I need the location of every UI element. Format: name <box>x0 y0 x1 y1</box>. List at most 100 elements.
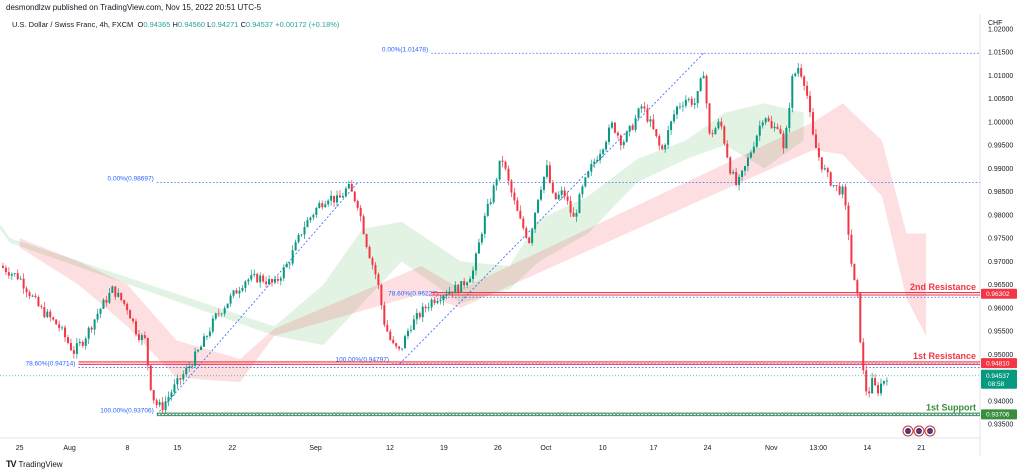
x-tick-label: Sep <box>309 445 322 452</box>
candle-body <box>259 275 262 283</box>
candle-body <box>445 294 448 296</box>
candle-body <box>708 103 711 134</box>
candle-body <box>448 291 451 295</box>
candle-body <box>350 183 353 192</box>
candle-body <box>279 278 282 281</box>
candle-body <box>829 172 832 186</box>
high-value: 0.94560 <box>177 20 206 29</box>
candle-body <box>10 273 13 276</box>
candle-body <box>93 319 96 330</box>
candle-body <box>418 313 421 318</box>
candle-body <box>540 189 543 200</box>
candle-body <box>359 207 362 217</box>
candle-body <box>749 152 752 158</box>
fibonacci-levels: 0.00%(1.01478) 0.00%(0.98697) 78.60%(0.947… <box>26 46 980 415</box>
y-tick-label: 0.96500 <box>988 282 1013 289</box>
candle-body <box>590 164 593 172</box>
candle-body <box>7 272 10 276</box>
candle-body <box>498 160 501 180</box>
candle-body <box>853 263 856 281</box>
candle-body <box>427 307 430 309</box>
candle-body <box>383 305 386 325</box>
candle-body <box>690 98 693 105</box>
x-tick-label: 22 <box>228 445 236 452</box>
candle-body <box>631 125 634 130</box>
x-tick-label: 8 <box>125 445 129 452</box>
candle-body <box>729 157 732 174</box>
candle-body <box>409 329 412 331</box>
candle-body <box>415 313 418 320</box>
candle-body <box>578 194 581 214</box>
tradingview-logo[interactable]: TV TradingView <box>6 459 63 469</box>
candle-body <box>129 310 132 319</box>
level-price-tag-text: 0.94810 <box>986 360 1010 367</box>
candle-body <box>52 317 55 320</box>
candle-body <box>569 200 572 213</box>
candle-body <box>49 311 52 318</box>
symbol-legend[interactable]: U.S. Dollar / Swiss Franc, 4h, FXCM O0.9… <box>12 20 339 29</box>
candle-body <box>256 273 259 283</box>
candle-body <box>681 105 684 107</box>
candle-body <box>602 149 605 154</box>
candle-body <box>752 146 755 153</box>
candle-body <box>770 121 773 129</box>
candle-body <box>134 321 137 335</box>
candle-body <box>738 176 741 185</box>
candle-body <box>146 337 149 366</box>
candle-body <box>696 91 699 104</box>
candle-body <box>534 212 537 230</box>
candle-body <box>477 242 480 254</box>
candle-body <box>634 118 637 130</box>
candle-body <box>436 301 439 303</box>
candle-body <box>551 182 554 193</box>
candle-body <box>575 213 578 217</box>
candle-body <box>126 303 129 311</box>
candle-body <box>69 342 72 351</box>
candle-body <box>522 218 525 229</box>
candle-body <box>726 143 729 158</box>
candle-body <box>596 159 599 162</box>
economic-events[interactable] <box>902 425 936 437</box>
candle-body <box>513 192 516 201</box>
level-price-tag <box>981 409 1017 420</box>
candle-body <box>191 365 194 367</box>
candle-body <box>55 319 58 325</box>
candle-body <box>673 114 676 122</box>
candle-body <box>64 327 67 338</box>
candle-body <box>608 127 611 142</box>
candle-body <box>882 380 885 384</box>
candle-body <box>66 337 69 343</box>
candle-body <box>312 214 315 218</box>
candle-body <box>451 291 454 294</box>
candle-body <box>241 288 244 291</box>
candle-body <box>495 179 498 186</box>
candle-body <box>288 263 291 265</box>
candle-body <box>253 273 256 275</box>
x-tick-label: 15 <box>173 445 181 452</box>
candle-body <box>516 200 519 211</box>
price-axis[interactable]: 1.02000 1.01500 1.01000 1.00500 1.00000 0.995… <box>981 27 1017 429</box>
candle-body <box>693 103 696 105</box>
candle-body <box>421 306 424 318</box>
candle-body <box>720 121 723 127</box>
candle-body <box>501 160 504 162</box>
y-tick-label: 0.94000 <box>988 398 1013 405</box>
x-tick-label: 14 <box>863 445 871 452</box>
candle-body <box>519 210 522 219</box>
candle-body <box>469 279 472 283</box>
candle-body <box>61 327 64 329</box>
candle-body <box>155 400 158 405</box>
candle-body <box>392 339 395 344</box>
bearish-cloud <box>19 103 927 383</box>
candle-body <box>84 338 87 346</box>
candle-body <box>649 119 652 122</box>
candle-body <box>457 284 460 293</box>
candle-body <box>220 313 223 315</box>
candle-body <box>548 165 551 183</box>
level-label: 1st Resistance <box>913 351 976 361</box>
candle-body <box>599 153 602 160</box>
candle-body <box>362 216 365 235</box>
time-axis[interactable]: 25 Aug 8 15 22 Sep 12 19 26 Oct 10 17 24 Nov 13:00 14 21 <box>16 445 925 452</box>
x-tick-label: 26 <box>494 445 502 452</box>
